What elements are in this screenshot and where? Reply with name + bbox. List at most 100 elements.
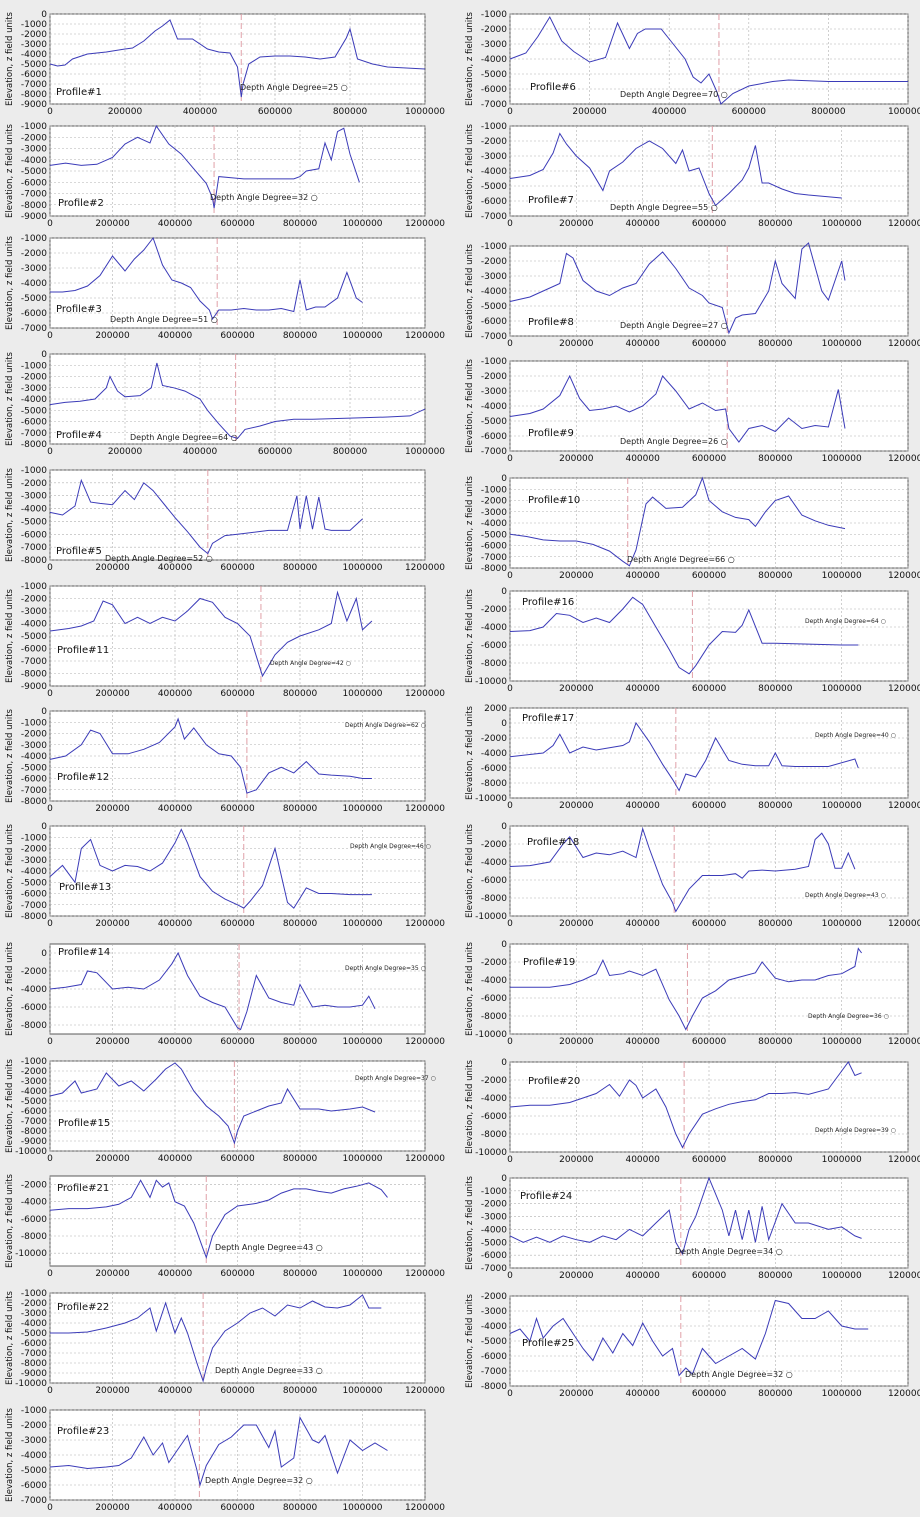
y-tick-label: -2000: [481, 1076, 507, 1086]
y-tick-label: 0: [41, 350, 47, 360]
y-tick-label: -8000: [21, 1021, 47, 1031]
y-tick-label: -6000: [481, 994, 507, 1004]
profile-label: Profile#9: [528, 428, 574, 439]
y-tick-label: -4000: [481, 1094, 507, 1104]
profile-line: [509, 476, 846, 567]
y-tick-label: -7000: [21, 543, 47, 553]
y-tick-label: -3000: [21, 1436, 47, 1446]
y-tick-label: -4000: [21, 1198, 47, 1208]
x-tick-label: 800000: [283, 804, 318, 814]
y-axis-label: Elevation, z field units: [5, 1290, 15, 1385]
y-tick-label: -4000: [481, 55, 507, 65]
y-tick-label: -6000: [21, 1481, 47, 1491]
y-tick-label: -3000: [481, 508, 507, 518]
x-tick-label: 1000000: [342, 331, 382, 341]
y-axis-label: Elevation, z field units: [465, 1175, 475, 1270]
y-tick-label: -5000: [481, 530, 507, 540]
y-tick-label: -2000: [21, 479, 47, 489]
x-tick-label: 800000: [283, 563, 318, 573]
profile-label: Profile#2: [58, 198, 104, 209]
x-tick-label: 0: [47, 219, 53, 229]
x-tick-label: 1200000: [888, 801, 920, 811]
y-tick-label: -2000: [21, 30, 47, 40]
x-tick-label: 800000: [283, 219, 318, 229]
y-axis-label: Elevation, z field units: [5, 11, 15, 106]
y-tick-label: 2000: [484, 704, 507, 714]
y-tick-label: -10000: [475, 1030, 507, 1040]
x-tick-label: 600000: [220, 919, 255, 929]
y-tick-label: -8000: [481, 779, 507, 789]
profile-label: Profile#24: [520, 1191, 572, 1202]
x-tick-label: 400000: [625, 219, 660, 229]
y-tick-label: -6000: [481, 1251, 507, 1261]
y-tick-label: -7000: [21, 1496, 47, 1506]
x-tick-label: 1000000: [342, 1154, 382, 1164]
x-tick-label: 800000: [758, 1271, 793, 1281]
y-axis-label: Elevation, z field units: [465, 1059, 475, 1154]
y-tick-label: -6000: [21, 1215, 47, 1225]
y-tick-label: -7000: [21, 80, 47, 90]
x-tick-label: 400000: [158, 1154, 193, 1164]
y-tick-label: -5000: [21, 632, 47, 642]
x-tick-label: 800000: [758, 684, 793, 694]
profile-line: [50, 236, 363, 321]
x-tick-label: 200000: [95, 1154, 130, 1164]
x-tick-label: 0: [507, 1271, 513, 1281]
x-tick-label: 1000000: [405, 107, 445, 117]
x-tick-label: 400000: [158, 919, 193, 929]
y-tick-label: -5000: [481, 417, 507, 427]
y-axis-label: Elevation, z field units: [5, 123, 15, 218]
y-tick-label: -4000: [481, 167, 507, 177]
y-tick-label: -1000: [21, 718, 47, 728]
y-tick-label: -7000: [21, 786, 47, 796]
x-tick-label: 800000: [758, 339, 793, 349]
y-tick-label: -5000: [21, 167, 47, 177]
x-tick-label: 1000000: [822, 684, 862, 694]
profile-label: Profile#7: [528, 195, 574, 206]
y-tick-label: 0: [501, 940, 507, 950]
y-tick-label: -4000: [481, 858, 507, 868]
y-tick-label: -10000: [475, 794, 507, 804]
y-tick-label: 0: [41, 822, 47, 832]
x-tick-label: 200000: [95, 1037, 130, 1047]
y-tick-label: -3000: [481, 1213, 507, 1223]
x-tick-label: 800000: [758, 919, 793, 929]
x-tick-label: 1000000: [342, 1386, 382, 1396]
y-tick-label: -8000: [481, 659, 507, 669]
x-tick-label: 0: [507, 454, 513, 464]
y-tick-label: -10000: [15, 1249, 47, 1259]
x-tick-label: 0: [507, 919, 513, 929]
x-tick-label: 800000: [283, 1154, 318, 1164]
depth-angle-label: Depth Angle Degree=35 ○: [345, 965, 426, 972]
y-tick-label: -6000: [21, 178, 47, 188]
depth-angle-label: Depth Angle Degree=27 ○: [620, 321, 728, 330]
y-tick-label: -6000: [481, 876, 507, 886]
x-tick-label: 400000: [625, 801, 660, 811]
x-tick-label: 400000: [183, 447, 218, 457]
x-tick-label: 800000: [333, 107, 368, 117]
y-tick-label: -7000: [21, 1349, 47, 1359]
depth-angle-label: Depth Angle Degree=39 ○: [815, 1127, 896, 1134]
x-tick-label: 1200000: [888, 1155, 920, 1165]
y-tick-label: 0: [501, 719, 507, 729]
y-axis-label: Elevation, z field units: [465, 358, 475, 453]
y-tick-label: -6000: [21, 1339, 47, 1349]
profile-label: Profile#20: [528, 1076, 580, 1087]
profile-label: Profile#22: [57, 1302, 109, 1313]
y-tick-label: -7000: [481, 1264, 507, 1274]
y-tick-label: -10000: [15, 1147, 47, 1157]
x-tick-label: 200000: [108, 447, 143, 457]
y-tick-label: -8000: [21, 797, 47, 807]
y-axis-label: Elevation, z field units: [465, 11, 475, 106]
x-tick-label: 200000: [95, 804, 130, 814]
x-tick-label: 600000: [692, 454, 727, 464]
